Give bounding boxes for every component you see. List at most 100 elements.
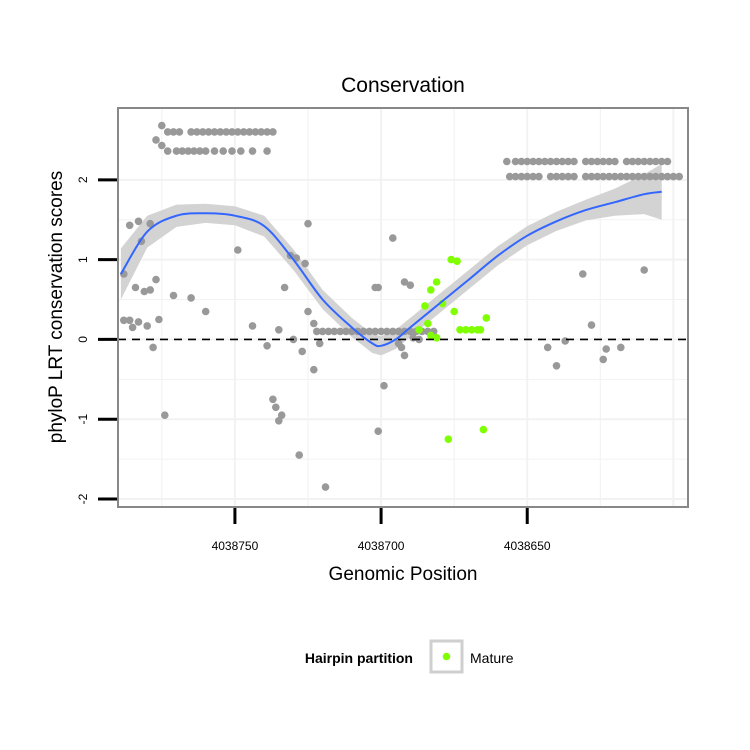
data-point-other — [564, 172, 572, 181]
data-point-other — [315, 339, 324, 348]
data-point-other — [187, 128, 195, 136]
legend-label-mature: Mature — [470, 650, 514, 666]
data-point-other — [172, 147, 181, 155]
data-point-mature — [444, 435, 453, 444]
data-point-other — [394, 327, 403, 336]
data-point-other — [611, 157, 619, 166]
data-point-other — [558, 172, 567, 181]
data-point-other — [237, 147, 245, 155]
data-point-other — [511, 172, 520, 181]
x-axis-title: Genomic Position — [329, 564, 478, 585]
data-point-other — [552, 362, 561, 370]
data-point-other — [593, 172, 602, 181]
data-point-mature — [456, 326, 464, 334]
data-point-other — [248, 147, 257, 155]
data-point-other — [383, 327, 391, 336]
data-point-other — [143, 322, 151, 330]
data-point-other — [652, 157, 660, 166]
data-point-other — [210, 128, 219, 136]
data-point-other — [187, 294, 195, 302]
data-point-other — [652, 172, 660, 181]
data-point-other — [190, 147, 198, 155]
data-point-other — [313, 327, 321, 336]
data-point-other — [669, 172, 678, 181]
smooth-fit-line — [120, 190, 662, 348]
data-point-other — [324, 327, 333, 336]
x-tick-label: 4038700 — [358, 539, 405, 553]
data-point-other — [277, 411, 286, 420]
data-point-other — [663, 157, 672, 166]
data-point-other — [546, 172, 555, 181]
data-point-other — [158, 121, 166, 130]
data-point-other — [196, 147, 204, 155]
y-tick-label: 2 — [76, 176, 90, 183]
x-axis: 4038750 4038700 4038650 — [212, 508, 551, 553]
data-point-mature — [482, 314, 491, 322]
data-point-other — [134, 318, 143, 326]
data-point-other — [193, 128, 201, 136]
data-point-other — [245, 128, 254, 136]
y-tick-label: 1 — [76, 256, 90, 263]
data-point-other — [523, 172, 531, 181]
data-point-other — [552, 157, 561, 166]
data-point-other — [342, 327, 350, 336]
data-point-other — [263, 128, 271, 136]
data-point-other — [605, 172, 613, 181]
data-point-other — [581, 157, 590, 166]
data-point-other — [406, 281, 415, 290]
data-point-other — [204, 128, 213, 136]
data-point-mature — [427, 286, 435, 294]
data-point-mature — [450, 307, 459, 316]
data-point-other — [529, 157, 537, 166]
data-point-other — [219, 147, 227, 155]
data-point-other — [280, 283, 289, 292]
data-point-other — [605, 157, 613, 166]
data-point-mature — [467, 326, 476, 334]
data-point-other — [599, 172, 607, 181]
data-point-other — [599, 157, 607, 166]
data-point-other — [269, 128, 277, 136]
data-point-other — [301, 259, 309, 268]
data-point-mature — [427, 331, 435, 340]
data-point-other — [517, 172, 526, 181]
data-point-other — [374, 427, 383, 436]
data-point-other — [634, 172, 643, 181]
data-point-other — [251, 128, 260, 136]
data-point-other — [152, 275, 160, 284]
data-point-other — [400, 278, 409, 286]
smooth-fit-layer — [120, 190, 662, 348]
data-point-other — [628, 172, 637, 181]
data-point-mature — [453, 257, 461, 266]
data-point-other — [257, 128, 266, 136]
data-point-other — [169, 291, 178, 300]
data-point-other — [570, 172, 578, 181]
data-point-other — [234, 128, 242, 136]
data-point-other — [234, 246, 242, 254]
data-point-mature — [421, 302, 429, 310]
data-point-other — [125, 221, 134, 230]
data-point-other — [178, 147, 187, 155]
data-point-mature — [432, 334, 441, 342]
data-point-other — [321, 483, 330, 491]
data-point-other — [543, 343, 552, 352]
data-point-other — [371, 283, 380, 292]
data-point-mature — [415, 326, 423, 334]
data-point-other — [163, 128, 172, 136]
data-point-mature — [476, 326, 485, 334]
data-point-other — [675, 172, 683, 181]
data-point-other — [120, 316, 128, 325]
data-point-other — [511, 157, 520, 166]
data-point-other — [210, 147, 219, 155]
data-point-other — [546, 157, 555, 166]
panel-border — [117, 107, 689, 508]
data-point-other — [295, 451, 304, 459]
data-point-other — [310, 365, 318, 374]
data-point-other — [201, 147, 210, 155]
y-tick-label: -2 — [76, 493, 90, 504]
data-point-other — [228, 128, 236, 136]
legend: Hairpin partition Mature — [305, 639, 514, 674]
data-point-other — [275, 417, 283, 425]
data-point-other — [152, 136, 160, 144]
data-point-other — [377, 327, 385, 336]
data-point-other — [640, 157, 648, 166]
